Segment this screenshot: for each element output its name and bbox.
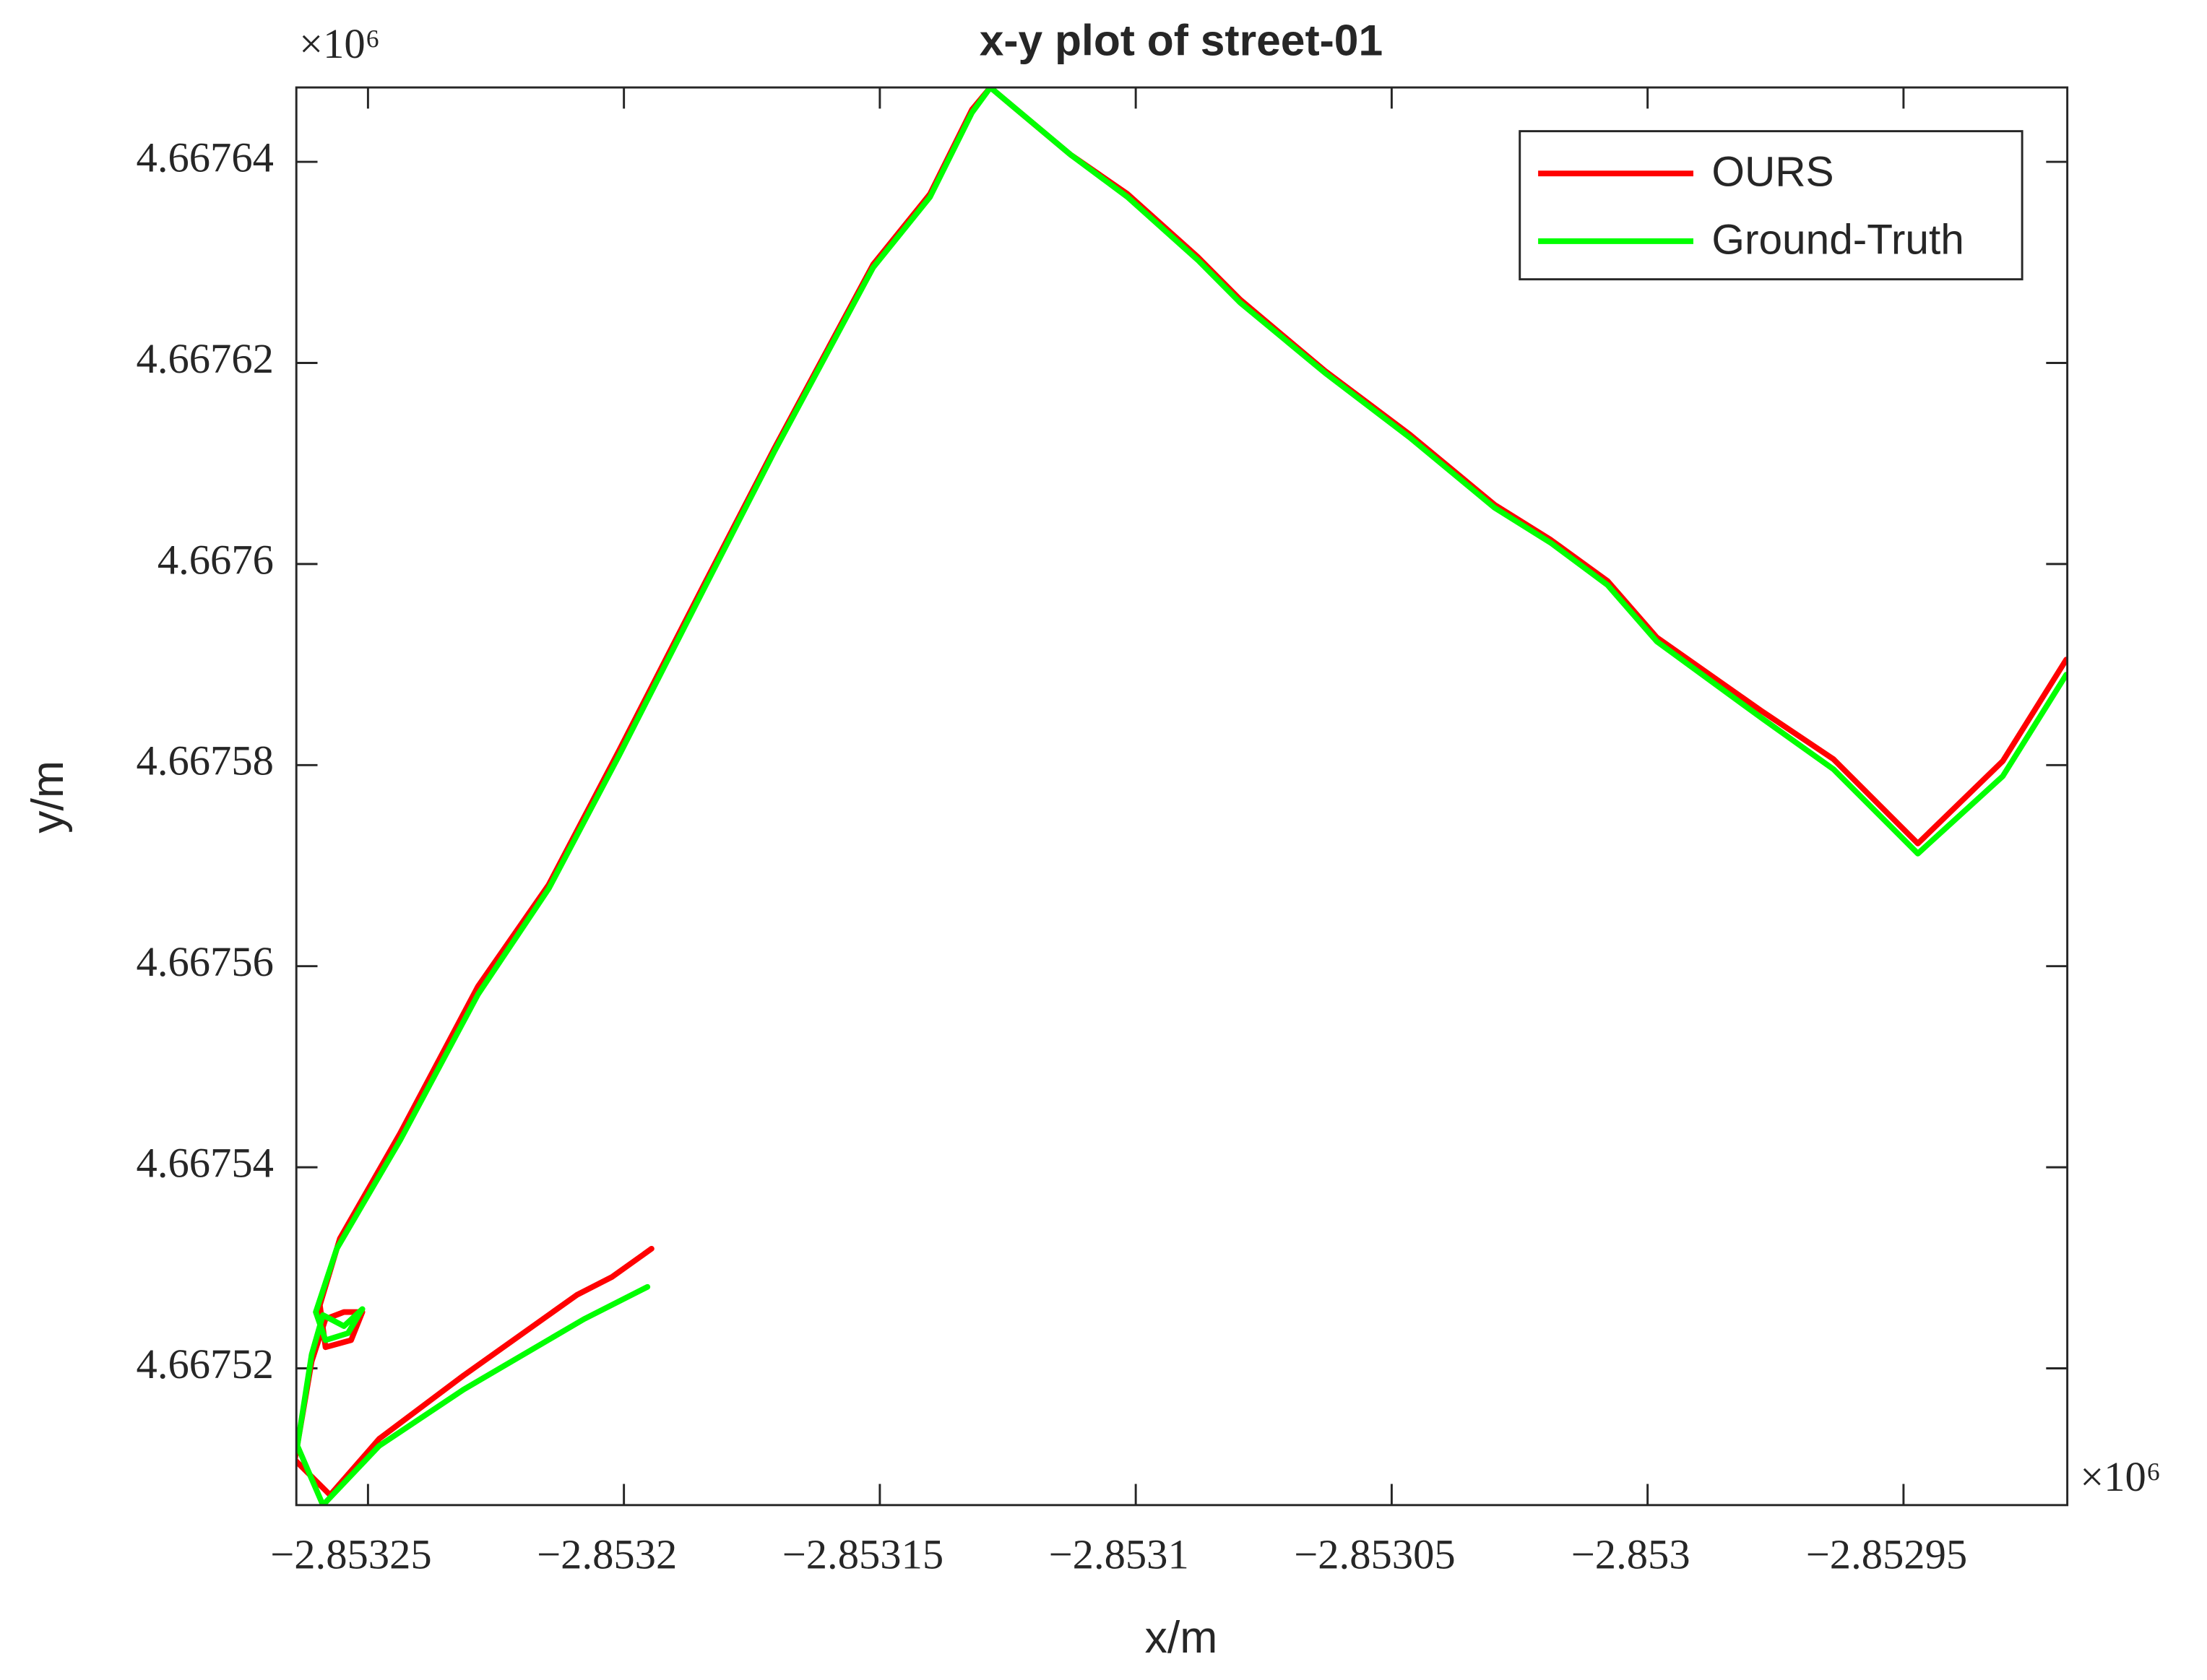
y-tick-label: 4.66756 <box>137 938 274 985</box>
x-scale-label: ×10⁶ <box>2080 1453 2161 1500</box>
legend-label: OURS <box>1711 149 1834 196</box>
y-tick-label: 4.66764 <box>137 134 274 181</box>
x-tick-label: −2.85305 <box>1294 1531 1455 1578</box>
x-tick-label: −2.853 <box>1571 1531 1690 1578</box>
x-tick-label: −2.8532 <box>537 1531 677 1578</box>
x-tick-label: −2.8531 <box>1049 1531 1189 1578</box>
y-axis-label: y/m <box>22 761 73 833</box>
legend-label: Ground-Truth <box>1711 216 1964 263</box>
x-axis-label: x/m <box>1145 1612 1218 1663</box>
legend-box <box>1519 130 2024 281</box>
y-tick-label: 4.66752 <box>137 1341 274 1387</box>
x-tick-label: −2.85315 <box>782 1531 943 1578</box>
y-scale-label: ×10⁶ <box>299 20 380 67</box>
y-tick-label: 4.66762 <box>137 335 274 382</box>
series-line <box>296 87 2068 1505</box>
x-tick-label: −2.85295 <box>1806 1531 1967 1578</box>
y-tick-label: 4.66758 <box>137 737 274 784</box>
x-tick-label: −2.85325 <box>270 1531 431 1578</box>
chart-title: x-y plot of street-01 <box>980 16 1383 65</box>
y-tick-label: 4.66754 <box>137 1140 274 1187</box>
y-tick-label: 4.6676 <box>157 536 274 583</box>
axes-box <box>295 86 2069 1507</box>
